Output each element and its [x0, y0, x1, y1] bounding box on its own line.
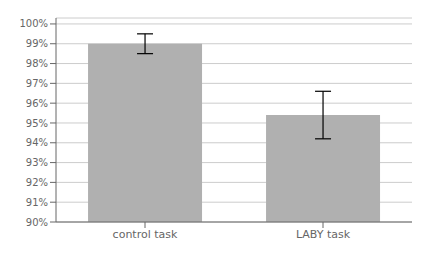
svg-text:control task: control task — [113, 228, 178, 241]
svg-text:91%: 91% — [26, 197, 48, 208]
svg-text:92%: 92% — [26, 177, 48, 188]
svg-text:LABY task: LABY task — [296, 228, 351, 241]
svg-text:95%: 95% — [26, 118, 48, 129]
svg-text:97%: 97% — [26, 78, 48, 89]
svg-text:98%: 98% — [26, 58, 48, 69]
svg-text:93%: 93% — [26, 157, 48, 168]
svg-text:100%: 100% — [19, 18, 48, 29]
svg-text:96%: 96% — [26, 98, 48, 109]
svg-text:90%: 90% — [26, 217, 48, 228]
svg-text:94%: 94% — [26, 137, 48, 148]
svg-text:99%: 99% — [26, 38, 48, 49]
